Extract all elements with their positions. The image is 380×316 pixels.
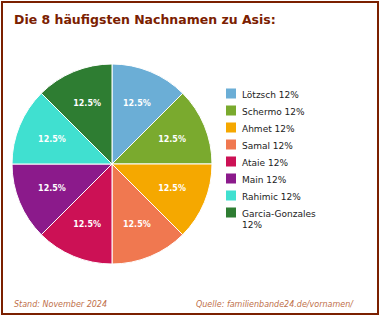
pie-slice: [41, 64, 112, 164]
legend-swatch: [226, 89, 236, 99]
legend-label: Lötzsch 12%: [242, 90, 299, 100]
legend-label: Samal 12%: [242, 141, 293, 151]
background: [0, 0, 380, 316]
slice-label: 12.5%: [123, 220, 151, 229]
chart: Die 8 häufigsten Nachnamen zu Asis: 12.5%…: [0, 0, 380, 316]
pie-slice: [112, 93, 212, 164]
title: Die 8 häufigsten Nachnamen zu Asis:: [14, 12, 276, 27]
slice-labels: 12.5% 12.5% 12.5% 12.5% 12.5% 12.5% 12.5% 12.5%: [38, 99, 186, 228]
slice-label: 12.5%: [73, 99, 101, 108]
legend-label: Schermo 12%: [242, 107, 305, 117]
legend-swatch: [226, 157, 236, 167]
slice-label: 12.5%: [73, 220, 101, 229]
legend-label-line: Ataie 12%: [242, 158, 288, 168]
legend-label: Ataie 12%: [242, 158, 288, 168]
legend-swatch: [226, 208, 236, 218]
legend-label: Garcia-Gonzales12%: [242, 209, 316, 230]
pie-slice: [12, 164, 112, 235]
slice-label: 12.5%: [38, 135, 66, 144]
legend-swatch: [226, 140, 236, 150]
slice-label: 12.5%: [158, 184, 186, 193]
legend-label-line: Schermo 12%: [242, 107, 305, 117]
legend-swatch: [226, 191, 236, 201]
legend: Lötzsch 12% Schermo 12% Ahmet 12% Samal 12%…: [226, 89, 316, 230]
slice-label: 12.5%: [123, 99, 151, 108]
legend-label: Rahimic 12%: [242, 192, 301, 202]
legend-label-line: Lötzsch 12%: [242, 90, 299, 100]
legend-label-line: Main 12%: [242, 175, 287, 185]
border: [2, 2, 378, 314]
footer: Quelle: familienbande24.de/vornamen/: [196, 300, 354, 309]
legend-swatch: [226, 174, 236, 184]
legend-label-line: Samal 12%: [242, 141, 293, 151]
legend-swatch: [226, 123, 236, 133]
legend-label-line: 12%: [242, 220, 262, 230]
legend-swatch: [226, 106, 236, 116]
legend-label-line: Rahimic 12%: [242, 192, 301, 202]
legend-label: Main 12%: [242, 175, 287, 185]
slice-label: 12.5%: [38, 184, 66, 193]
legend-label: Ahmet 12%: [242, 124, 295, 134]
slice-label: 12.5%: [158, 135, 186, 144]
pie: [12, 64, 212, 264]
legend-label-line: Ahmet 12%: [242, 124, 295, 134]
footer: Stand: November 2024: [14, 300, 107, 309]
pie-slice: [112, 164, 183, 264]
legend-label-line: Garcia-Gonzales: [242, 209, 316, 219]
